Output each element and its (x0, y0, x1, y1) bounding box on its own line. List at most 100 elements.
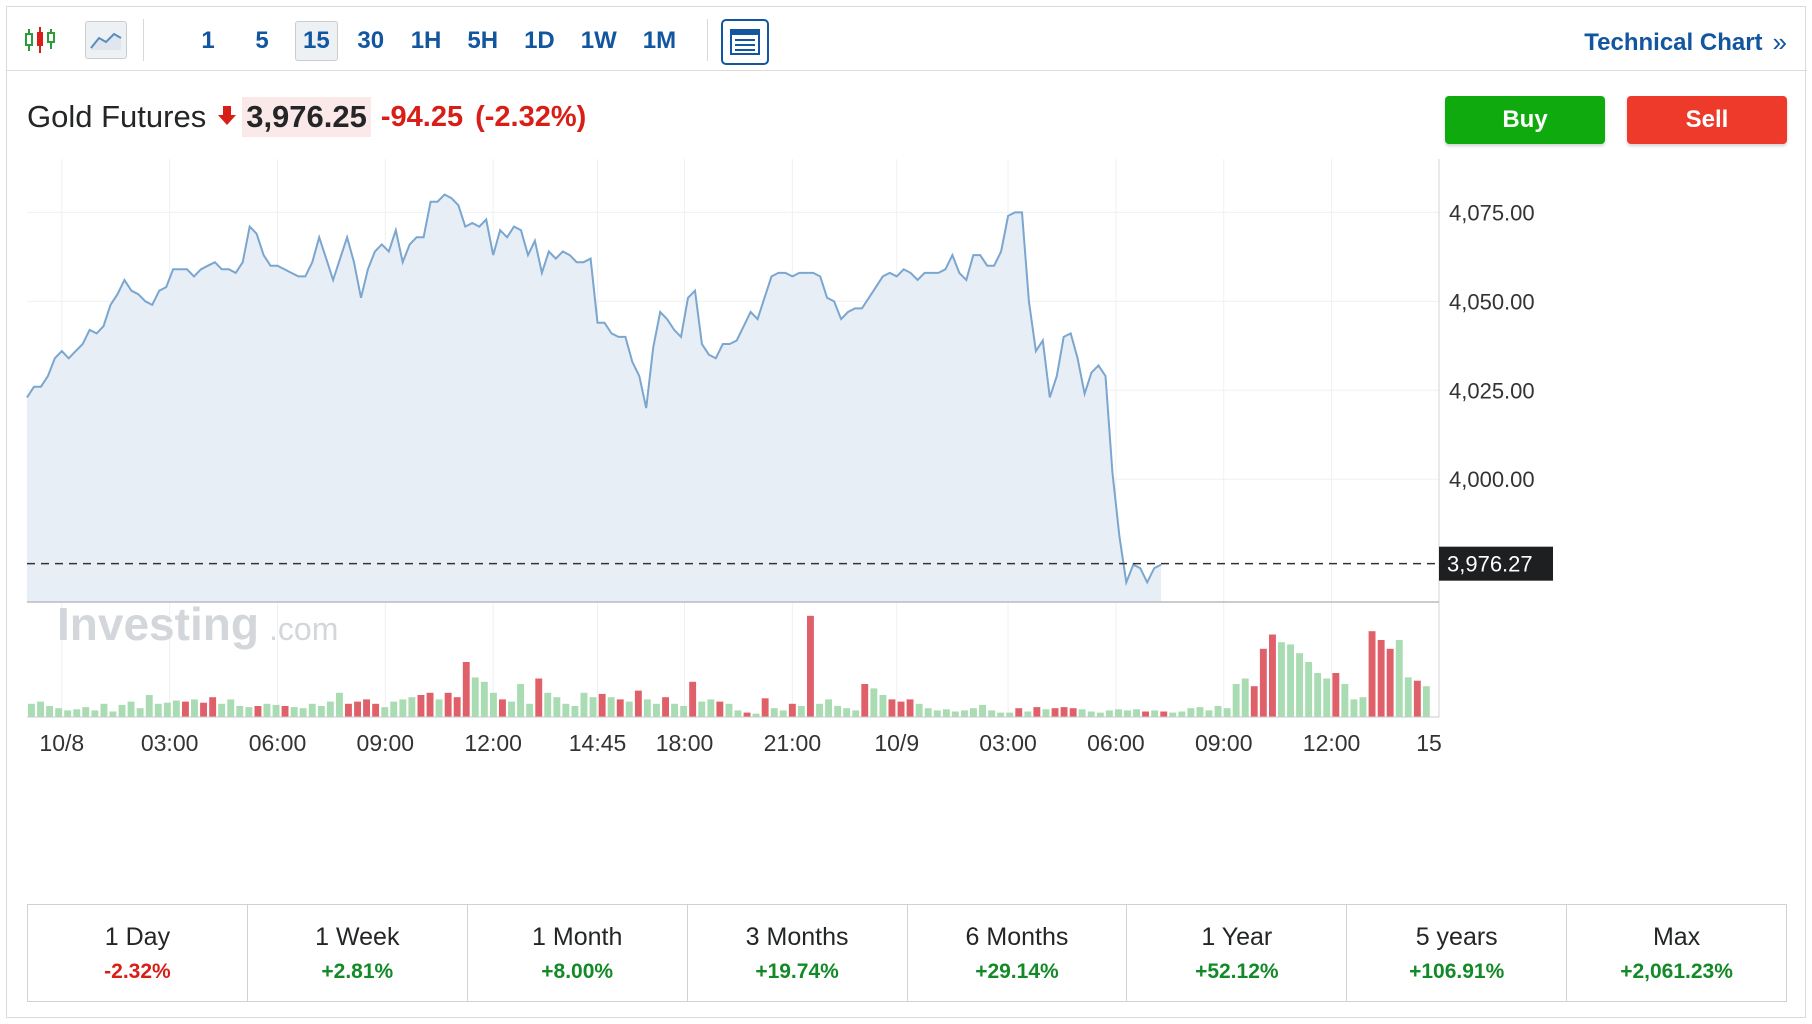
price-change: -94.25 (381, 101, 463, 134)
volume-bar-up (1224, 708, 1231, 717)
volume-bar-up (1124, 710, 1131, 717)
candlestick-icon[interactable] (19, 21, 61, 59)
volume-bar-down (363, 699, 370, 717)
volume-bar-down (345, 704, 352, 717)
period-1-day[interactable]: 1 Day -2.32% (28, 905, 248, 1001)
volume-bar-up (1242, 679, 1249, 718)
volume-bar-up (1341, 684, 1348, 717)
price-chart[interactable]: Investing .com 4,075.004,050.004,025.004… (7, 157, 1807, 887)
interval-1m[interactable]: 1M (636, 21, 683, 61)
buy-button[interactable]: Buy (1445, 96, 1605, 144)
period-change: +2,061.23% (1620, 960, 1733, 984)
layout-icon[interactable] (721, 19, 769, 65)
volume-bar-down (1142, 712, 1149, 718)
volume-bar-up (408, 697, 415, 717)
period-3-months[interactable]: 3 Months +19.74% (688, 905, 908, 1001)
volume-bar-up (164, 703, 171, 717)
volume-bar-up (1287, 644, 1294, 717)
volume-bar-up (1178, 712, 1185, 718)
volume-bar-up (1151, 710, 1158, 717)
technical-chart-link[interactable]: Technical Chart » (1584, 27, 1787, 58)
x-tick-label: 03:00 (979, 730, 1037, 756)
volume-bar-up (517, 684, 524, 717)
volume-bar-down (662, 697, 669, 717)
x-tick-label: 09:00 (357, 730, 415, 756)
interval-5h[interactable]: 5H (460, 21, 505, 61)
volume-bar-up (1405, 677, 1412, 717)
volume-bar-up (1314, 673, 1321, 717)
volume-bar-up (508, 702, 515, 717)
volume-bar-up (798, 706, 805, 717)
period-performance-bar: 1 Day -2.32% 1 Week +2.81% 1 Month +8.00% 3 Mo… (27, 904, 1787, 1002)
period-1-year[interactable]: 1 Year +52.12% (1127, 905, 1347, 1001)
volume-bar-up (572, 706, 579, 717)
volume-bar-down (255, 706, 262, 717)
period-6-months[interactable]: 6 Months +29.14% (908, 905, 1128, 1001)
volume-bar-up (1097, 713, 1104, 717)
sell-button[interactable]: Sell (1627, 96, 1787, 144)
volume-bar-up (1296, 653, 1303, 717)
volume-bar-down (1369, 631, 1376, 717)
y-tick-label: 4,075.00 (1449, 200, 1535, 225)
volume-bar-up (970, 708, 977, 717)
volume-bar-down (463, 662, 470, 717)
volume-bar-up (843, 708, 850, 717)
volume-bar-up (472, 677, 479, 717)
interval-30[interactable]: 30 (350, 21, 392, 61)
volume-bar-down (907, 699, 914, 717)
volume-bar-up (997, 713, 1004, 717)
interval-5[interactable]: 5 (241, 21, 283, 61)
volume-bar-up (381, 707, 388, 717)
volume-bar-up (707, 699, 714, 717)
area-chart-icon[interactable] (85, 21, 127, 59)
interval-1d[interactable]: 1D (517, 21, 562, 61)
interval-15[interactable]: 15 (295, 21, 338, 61)
x-tick-label: 09:00 (1195, 730, 1253, 756)
y-tick-label: 4,000.00 (1449, 467, 1535, 492)
y-axis: 4,075.004,050.004,025.004,000.00 (1449, 200, 1535, 492)
period-max[interactable]: Max +2,061.23% (1567, 905, 1786, 1001)
volume-bar-down (1260, 649, 1267, 717)
volume-bar-up (1115, 709, 1122, 717)
volume-bar-up (1233, 684, 1240, 717)
volume-bar-up (1423, 686, 1430, 717)
volume-bar-down (617, 699, 624, 717)
volume-bar-up (46, 706, 53, 717)
period-label: Max (1653, 923, 1700, 952)
volume-bar-down (1052, 708, 1059, 717)
volume-bar-up (436, 699, 443, 717)
period-1-month[interactable]: 1 Month +8.00% (468, 905, 688, 1001)
volume-bar-up (291, 707, 298, 717)
volume-bar-down (200, 703, 207, 717)
volume-bar-up (55, 708, 62, 717)
x-tick-label: 21:00 (764, 730, 822, 756)
volume-bar-up (680, 706, 687, 717)
volume-bar-up (934, 710, 941, 717)
volume-bar-up (155, 704, 162, 717)
interval-1h[interactable]: 1H (404, 21, 449, 61)
period-change: +52.12% (1195, 960, 1279, 984)
period-label: 1 Day (105, 923, 170, 952)
volume-bar-up (553, 697, 560, 717)
interval-1w[interactable]: 1W (574, 21, 624, 61)
instrument-name: Gold Futures (27, 99, 206, 135)
volume-bar-up (146, 695, 153, 717)
chevron-right-icon: » (1773, 27, 1787, 58)
volume-bar-down (372, 704, 379, 717)
volume-bar-down (209, 697, 216, 717)
toolbar-divider (143, 19, 144, 61)
volume-bar-down (807, 616, 814, 717)
price-change-percent: (-2.32%) (475, 101, 586, 134)
period-1-week[interactable]: 1 Week +2.81% (248, 905, 468, 1001)
last-price: 3,976.25 (242, 97, 371, 137)
period-change: +19.74% (755, 960, 839, 984)
volume-bar-up (1133, 709, 1140, 717)
volume-bar-up (191, 699, 198, 717)
volume-bar-up (735, 710, 742, 717)
interval-1[interactable]: 1 (187, 21, 229, 61)
volume-bar-up (1323, 679, 1330, 718)
instrument-header: Gold Futures 3,976.25 -94.25 (-2.32%) (27, 95, 586, 139)
volume-bar-up (581, 693, 588, 717)
period-5-years[interactable]: 5 years +106.91% (1347, 905, 1567, 1001)
volume-bar-up (1169, 713, 1176, 717)
